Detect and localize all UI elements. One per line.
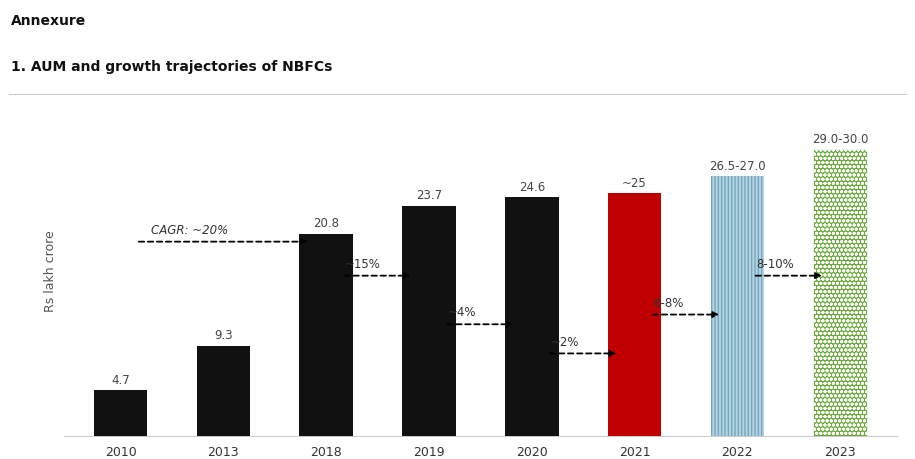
Y-axis label: Rs lakh crore: Rs lakh crore <box>44 230 57 312</box>
Text: 9.3: 9.3 <box>214 329 232 342</box>
Text: CAGR: ~20%: CAGR: ~20% <box>151 224 229 237</box>
Text: 1. AUM and growth trajectories of NBFCs: 1. AUM and growth trajectories of NBFCs <box>11 60 332 74</box>
Bar <box>608 193 662 436</box>
Bar <box>299 234 353 436</box>
Text: 29.0-30.0: 29.0-30.0 <box>812 133 868 146</box>
Text: 24.6: 24.6 <box>519 180 545 194</box>
Text: Annexure: Annexure <box>11 14 86 28</box>
Text: ~25: ~25 <box>622 177 647 190</box>
Text: 6-8%: 6-8% <box>653 297 684 310</box>
Text: 8-10%: 8-10% <box>756 258 793 271</box>
Text: ~4%: ~4% <box>447 307 476 319</box>
Text: 4.7: 4.7 <box>112 374 130 387</box>
Text: ~15%: ~15% <box>345 258 381 271</box>
Bar <box>711 176 764 436</box>
Bar <box>197 346 250 436</box>
Bar <box>813 149 867 436</box>
Text: ~2%: ~2% <box>550 336 579 348</box>
Bar <box>505 197 558 436</box>
Text: 20.8: 20.8 <box>313 218 339 230</box>
Bar <box>403 206 456 436</box>
Text: 23.7: 23.7 <box>416 189 442 202</box>
Bar <box>94 390 147 436</box>
Text: 26.5-27.0: 26.5-27.0 <box>709 160 766 173</box>
